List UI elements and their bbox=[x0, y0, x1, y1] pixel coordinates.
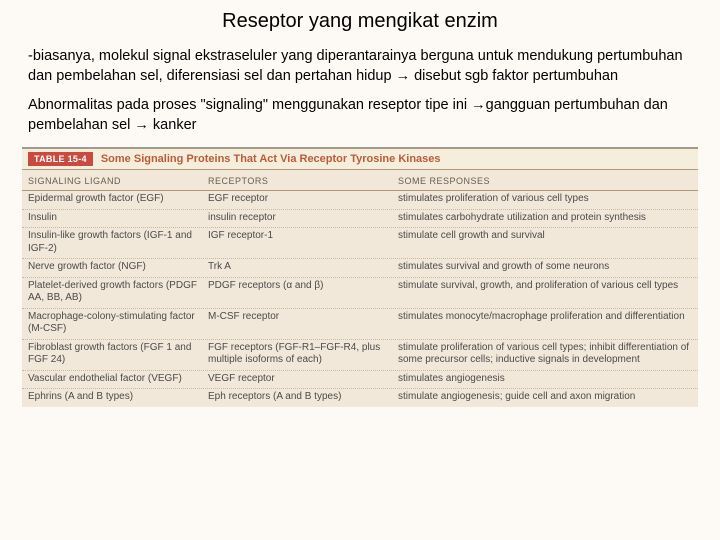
cell-ligand: Insulin-like growth factors (IGF-1 and I… bbox=[28, 230, 208, 255]
cell-receptor: IGF receptor-1 bbox=[208, 230, 398, 255]
table-row: Nerve growth factor (NGF)Trk Astimulates… bbox=[22, 258, 698, 277]
cell-receptor: M-CSF receptor bbox=[208, 311, 398, 336]
cell-ligand: Fibroblast growth factors (FGF 1 and FGF… bbox=[28, 342, 208, 367]
table-row: Macrophage-colony-stimulating factor (M-… bbox=[22, 308, 698, 339]
table-row: Platelet-derived growth factors (PDGF AA… bbox=[22, 277, 698, 308]
table-row: Insulin-like growth factors (IGF-1 and I… bbox=[22, 227, 698, 258]
header-responses: SOME RESPONSES bbox=[398, 176, 692, 186]
cell-ligand: Nerve growth factor (NGF) bbox=[28, 261, 208, 274]
table-row: Epidermal growth factor (EGF)EGF recepto… bbox=[22, 191, 698, 209]
cell-receptor: Trk A bbox=[208, 261, 398, 274]
cell-receptor: VEGF receptor bbox=[208, 373, 398, 386]
cell-ligand: Vascular endothelial factor (VEGF) bbox=[28, 373, 208, 386]
cell-response: stimulates angiogenesis bbox=[398, 373, 692, 386]
header-ligand: SIGNALING LIGAND bbox=[28, 176, 208, 186]
table-caption: Some Signaling Proteins That Act Via Rec… bbox=[101, 153, 441, 165]
signaling-table: TABLE 15-4 Some Signaling Proteins That … bbox=[22, 147, 698, 407]
table-row: Fibroblast growth factors (FGF 1 and FGF… bbox=[22, 339, 698, 370]
cell-response: stimulates survival and growth of some n… bbox=[398, 261, 692, 274]
paragraph-1: -biasanya, molekul signal ekstraseluler … bbox=[0, 47, 720, 96]
cell-receptor: EGF receptor bbox=[208, 193, 398, 206]
table-row: Ephrins (A and B types)Eph receptors (A … bbox=[22, 388, 698, 407]
page-title: Reseptor yang mengikat enzim bbox=[0, 0, 720, 47]
table-row: Insulininsulin receptorstimulates carboh… bbox=[22, 209, 698, 228]
cell-receptor: insulin receptor bbox=[208, 212, 398, 225]
table-badge: TABLE 15-4 bbox=[28, 152, 93, 166]
cell-ligand: Macrophage-colony-stimulating factor (M-… bbox=[28, 311, 208, 336]
cell-response: stimulates monocyte/macrophage prolifera… bbox=[398, 311, 692, 336]
cell-response: stimulate angiogenesis; guide cell and a… bbox=[398, 391, 692, 404]
table-title-row: TABLE 15-4 Some Signaling Proteins That … bbox=[22, 148, 698, 170]
cell-response: stimulates carbohydrate utilization and … bbox=[398, 212, 692, 225]
cell-ligand: Platelet-derived growth factors (PDGF AA… bbox=[28, 280, 208, 305]
cell-receptor: FGF receptors (FGF-R1–FGF-R4, plus multi… bbox=[208, 342, 398, 367]
cell-receptor: Eph receptors (A and B types) bbox=[208, 391, 398, 404]
cell-response: stimulates proliferation of various cell… bbox=[398, 193, 692, 206]
cell-ligand: Insulin bbox=[28, 212, 208, 225]
table-row: Vascular endothelial factor (VEGF)VEGF r… bbox=[22, 370, 698, 389]
cell-ligand: Epidermal growth factor (EGF) bbox=[28, 193, 208, 206]
cell-response: stimulate proliferation of various cell … bbox=[398, 342, 692, 367]
table-header-row: SIGNALING LIGAND RECEPTORS SOME RESPONSE… bbox=[22, 170, 698, 191]
paragraph-2: Abnormalitas pada proses "signaling" men… bbox=[0, 96, 720, 145]
header-receptors: RECEPTORS bbox=[208, 176, 398, 186]
table-body: Epidermal growth factor (EGF)EGF recepto… bbox=[22, 191, 698, 407]
cell-response: stimulate survival, growth, and prolifer… bbox=[398, 280, 692, 305]
cell-response: stimulate cell growth and survival bbox=[398, 230, 692, 255]
cell-ligand: Ephrins (A and B types) bbox=[28, 391, 208, 404]
cell-receptor: PDGF receptors (α and β) bbox=[208, 280, 398, 305]
